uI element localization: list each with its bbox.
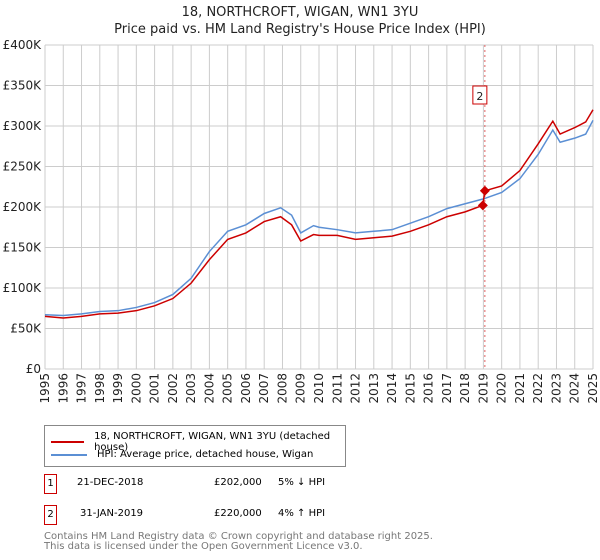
transaction-price: £220,000 — [214, 508, 262, 519]
x-tick-label: 2017 — [440, 373, 454, 404]
series-line-price — [44, 109, 594, 319]
transaction-badge: 2 — [44, 505, 57, 525]
footer: Contains HM Land Registry data © Crown c… — [44, 532, 433, 552]
x-tick-label: 2001 — [148, 373, 162, 404]
y-tick-label: £50K — [10, 322, 42, 336]
transaction-hpi: 4% ↑ HPI — [278, 508, 326, 519]
x-tick-label: 1998 — [93, 373, 107, 404]
y-tick-label: £400K — [3, 38, 43, 52]
y-tick-label: £250K — [3, 160, 43, 174]
x-tick-label: 2012 — [349, 373, 363, 404]
annotation-badge — [472, 85, 488, 105]
x-tick-label: 2004 — [202, 373, 216, 404]
x-tick-label: 2025 — [586, 373, 600, 404]
footer-line: Contains HM Land Registry data © Crown c… — [44, 531, 433, 542]
sale-point — [479, 185, 490, 196]
transaction-date: 31-JAN-2019 — [80, 508, 144, 519]
x-tick-label: 2005 — [221, 373, 235, 404]
transaction-row: 2 31-JAN-2019 £220,000 4% ↑ HPI — [44, 505, 444, 525]
x-tick-label: 1995 — [38, 373, 52, 404]
y-tick-label: £200K — [3, 200, 43, 214]
transaction-row: 1 21-DEC-2018 £202,000 5% ↓ HPI — [44, 474, 444, 494]
chart-subtitle: Price paid vs. HM Land Registry's House … — [114, 22, 486, 37]
legend: 18, NORTHCROFT, WIGAN, WN1 3YU (detached… — [44, 425, 346, 467]
x-tick-label: 2016 — [422, 373, 436, 404]
y-tick-label: £0 — [26, 362, 41, 376]
x-tick-label: 2021 — [513, 373, 527, 404]
legend-label-hpi: HPI: Average price, detached house, Wiga… — [97, 449, 314, 460]
x-tick-label: 2014 — [385, 373, 399, 404]
y-tick-label: £150K — [3, 241, 43, 255]
x-tick-label: 2013 — [367, 373, 381, 404]
x-tick-label: 2006 — [239, 373, 253, 404]
transaction-hpi: 5% ↓ HPI — [278, 477, 326, 488]
x-tick-label: 2007 — [257, 373, 271, 404]
footer-line: This data is licensed under the Open Gov… — [44, 541, 363, 552]
x-tick-label: 2009 — [294, 373, 308, 404]
plot-area: £0 £50K £100K £150K £200K £250K £300K £350K £400… — [3, 38, 600, 404]
x-tick-label: 2002 — [166, 373, 180, 404]
series-line-hpi — [44, 119, 594, 317]
x-tick-label: 2011 — [330, 373, 344, 404]
x-tick-label: 1997 — [75, 373, 89, 404]
annotation-label: 2 — [476, 90, 483, 103]
transaction-price: £202,000 — [214, 477, 262, 488]
y-tick-label: £350K — [3, 79, 43, 93]
y-tick-label: £300K — [3, 119, 43, 133]
legend-label-price: 18, NORTHCROFT, WIGAN, WN1 3YU (detached… — [94, 431, 331, 453]
x-tick-label: 2000 — [129, 373, 143, 404]
sale-point — [477, 200, 488, 211]
x-tick-label: 2010 — [312, 373, 326, 404]
transaction-badge: 1 — [44, 474, 57, 494]
x-tick-label: 2022 — [531, 373, 545, 404]
x-tick-label: 2015 — [403, 373, 417, 404]
x-tick-label: 2003 — [184, 373, 198, 404]
x-tick-label: 2023 — [549, 373, 563, 404]
x-tick-label: 2024 — [568, 373, 582, 404]
x-tick-label: 2008 — [275, 373, 289, 404]
x-tick-label: 1999 — [111, 373, 125, 404]
y-tick-label: £100K — [3, 281, 43, 295]
legend-swatch-price — [51, 441, 85, 443]
x-tick-label: 2020 — [495, 373, 509, 404]
x-tick-label: 2019 — [476, 373, 490, 404]
transaction-date: 21-DEC-2018 — [77, 477, 144, 488]
chart-title: 18, NORTHCROFT, WIGAN, WN1 3YU — [181, 5, 419, 20]
legend-swatch-hpi — [51, 453, 87, 456]
x-tick-label: 1996 — [56, 373, 70, 404]
x-tick-label: 2018 — [458, 373, 472, 404]
